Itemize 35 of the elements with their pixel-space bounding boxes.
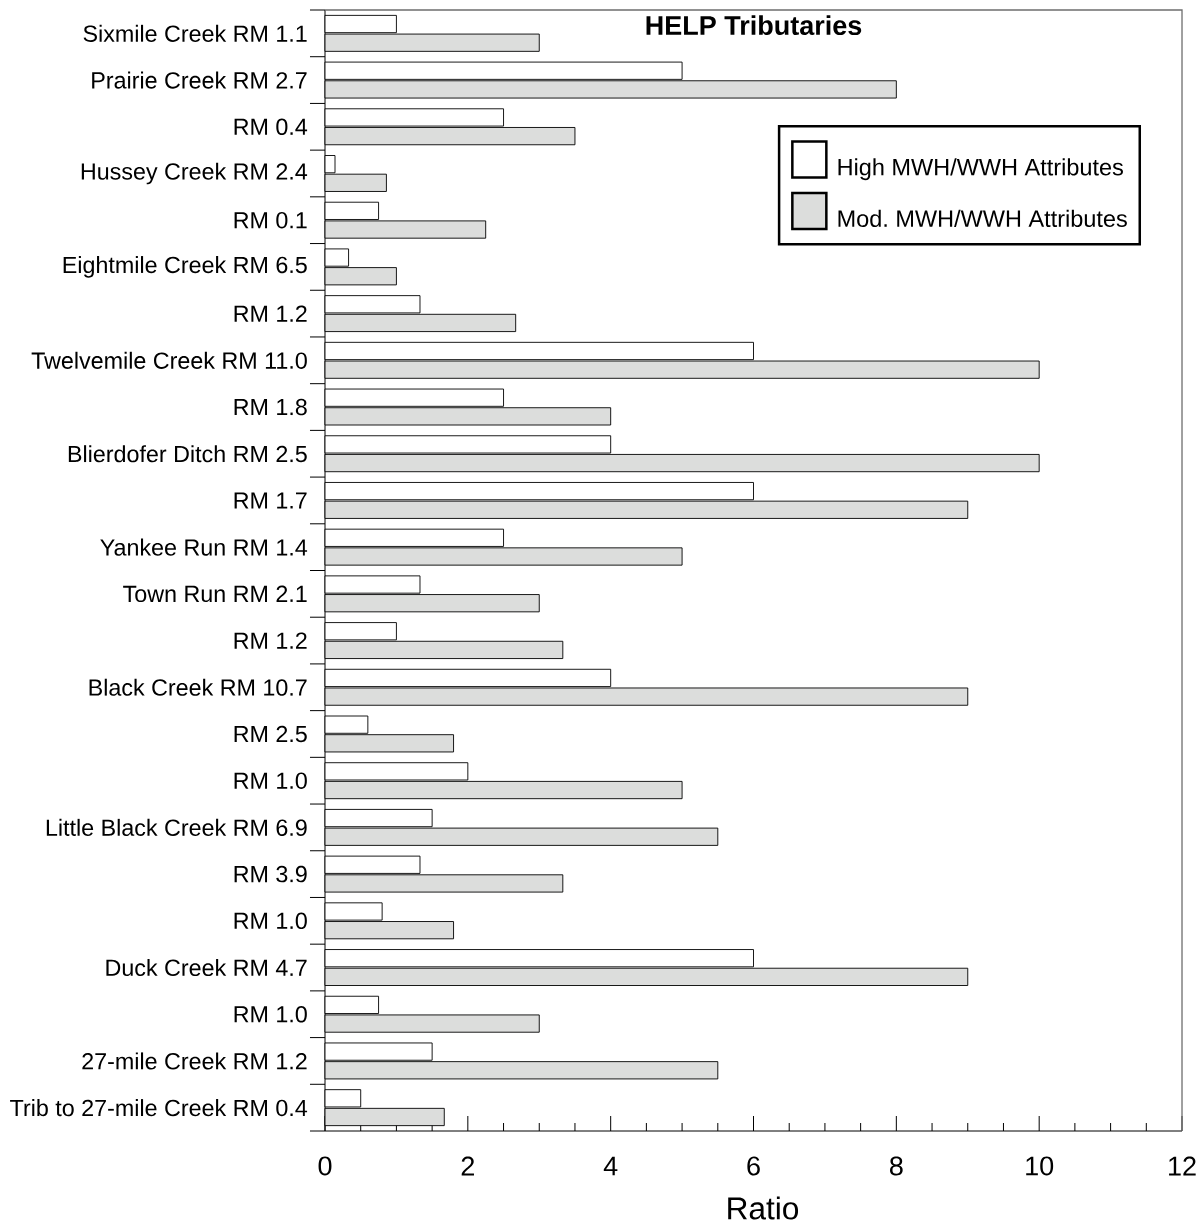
x-tick-label: 12 (1169, 1156, 1196, 1176)
y-tick-label: Black Creek RM 10.7 (89, 678, 307, 696)
y-tick-label: 27-mile Creek RM 1.2 (82, 1052, 307, 1070)
y-tick-label: RM 3.9 (234, 865, 307, 883)
y-tick-label: Town Run RM 2.1 (123, 585, 307, 603)
y-tick-label: Twelvemile Creek RM 11.0 (31, 351, 307, 369)
legend-label: Mod. MWH/WWH Attributes (838, 209, 1127, 228)
x-tick-label: 8 (890, 1156, 903, 1176)
y-tick-label: Trib to 27-mile Creek RM 0.4 (10, 1099, 308, 1117)
y-tick-label: RM 1.0 (234, 1005, 307, 1023)
x-tick-label: 6 (747, 1156, 760, 1176)
legend-label: High MWH/WWH Attributes (838, 158, 1123, 181)
y-tick-label: RM 1.8 (234, 398, 307, 416)
y-tick-label: Little Black Creek RM 6.9 (46, 818, 307, 836)
y-tick-label: RM 1.2 (234, 632, 307, 649)
y-tick-label: Duck Creek RM 4.7 (106, 958, 307, 977)
y-tick-label: Prairie Creek RM 2.7 (92, 71, 307, 89)
y-tick-label: RM 1.7 (234, 492, 307, 509)
y-tick-label: RM 2.5 (234, 725, 307, 743)
chart-title: HELP Tributaries (646, 15, 862, 36)
x-tick-label: 2 (461, 1156, 474, 1176)
x-axis-title: Ratio (728, 1196, 799, 1220)
y-tick-label: RM 1.0 (234, 912, 307, 930)
y-tick-label: RM 0.4 (234, 118, 308, 136)
y-tick-label: Hussey Creek RM 2.4 (81, 162, 308, 185)
y-tick-label: Blierdofer Ditch RM 2.5 (68, 445, 307, 463)
y-tick-label: Eightmile Creek RM 6.5 (63, 256, 307, 278)
x-tick-label: 0 (318, 1156, 332, 1176)
x-tick-label: 4 (603, 1156, 618, 1176)
y-tick-label: RM 1.2 (234, 305, 307, 322)
y-tick-label: RM 0.1 (234, 211, 307, 229)
y-tick-label: RM 1.0 (234, 772, 307, 789)
y-tick-label: Sixmile Creek RM 1.1 (83, 24, 307, 42)
x-tick-label: 10 (1026, 1156, 1054, 1176)
y-tick-label: Yankee Run RM 1.4 (100, 538, 308, 556)
